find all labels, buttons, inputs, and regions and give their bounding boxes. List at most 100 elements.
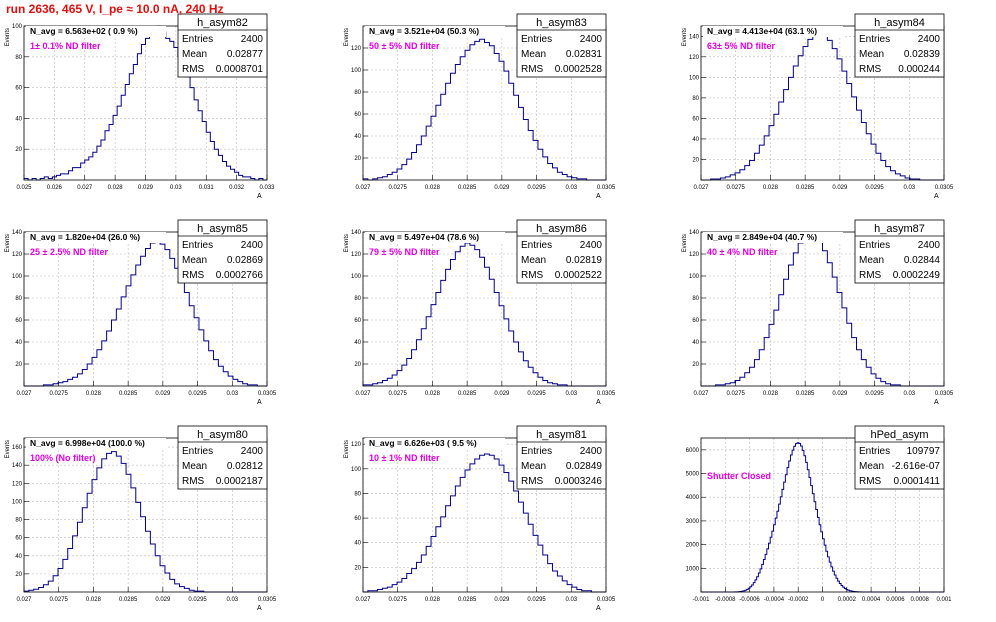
y-tick-label: 100 <box>351 68 362 74</box>
x-tick-label: 0.0305 <box>935 185 954 191</box>
y-tick-label: 120 <box>12 481 23 487</box>
y-tick-label: 20 <box>354 362 361 368</box>
y-tick-label: 40 <box>15 116 22 122</box>
y-tick-label: 60 <box>354 516 361 522</box>
y-tick-label: 80 <box>15 55 22 61</box>
x-tick-label: -0.0004 <box>764 597 785 603</box>
y-tick-label: 140 <box>351 230 362 236</box>
stats-value: 0.0008701 <box>216 64 264 75</box>
x-axis-label: A <box>257 399 262 406</box>
y-tick-label: 20 <box>354 156 361 162</box>
filter-label: 50 ± 5% ND filter <box>369 41 440 51</box>
x-tick-label: 0.0305 <box>597 391 616 397</box>
x-tick-label: 0.0285 <box>458 391 477 397</box>
y-tick-label: 20 <box>354 565 361 571</box>
x-tick-label: 0.029 <box>832 391 848 397</box>
y-tick-label: 80 <box>692 96 699 102</box>
stats-value: 0.02877 <box>227 49 264 60</box>
stats-label: Mean <box>182 255 207 266</box>
panel-h_asym82: 0.025 0.026 0.027 0.028 0.029 0.03 0.031 0.032 0… <box>5 13 275 200</box>
filter-label: 40 ± 4% ND filter <box>707 247 778 257</box>
x-axis-label: A <box>257 193 262 200</box>
y-tick-label: 20 <box>692 362 699 368</box>
y-axis-label: Events <box>682 28 688 46</box>
stats-label: Mean <box>859 461 884 472</box>
panel-h_asym87: 0.027 0.0275 0.028 0.0285 0.029 0.0295 0.03 0.0… <box>682 219 954 406</box>
panel-h_asym83: 0.027 0.0275 0.028 0.0285 0.029 0.0295 0.03 0.0… <box>344 13 616 200</box>
stats-label: Mean <box>521 461 546 472</box>
histogram-line <box>362 38 606 181</box>
x-tick-label: 0.0275 <box>727 391 746 397</box>
y-tick-label: 120 <box>351 442 362 448</box>
y-axis-label: Events <box>682 234 688 252</box>
y-tick-label: 60 <box>692 116 699 122</box>
histogram-line <box>24 240 267 387</box>
y-tick-label: 100 <box>351 467 362 473</box>
filter-label: 25 ± 2.5% ND filter <box>30 247 108 257</box>
stats-label: Mean <box>521 49 546 60</box>
y-tick-label: 20 <box>15 147 22 153</box>
y-tick-label: 120 <box>689 55 700 61</box>
x-axis-label: A <box>934 399 939 406</box>
y-axis-label: Events <box>344 234 350 252</box>
navg-background <box>703 232 843 243</box>
stats-label: RMS <box>521 64 544 75</box>
y-tick-label: 60 <box>354 112 361 118</box>
stats-value: 0.0002766 <box>216 270 264 281</box>
navg-label: N_avg = 2.849e+04 (40.7 %) <box>707 232 817 242</box>
navg-label: N_avg = 6.998e+04 (100.0 %) <box>30 438 145 448</box>
stats-box <box>516 13 607 78</box>
x-tick-label: 0.0275 <box>389 185 408 191</box>
navg-label: N_avg = 5.497e+04 (78.6 %) <box>369 232 479 242</box>
x-tick-label: -0.0008 <box>715 597 736 603</box>
stats-value: 0.02831 <box>566 49 603 60</box>
stats-label: Entries <box>521 240 552 251</box>
stats-value: 0.02844 <box>904 255 941 266</box>
y-tick-label: 100 <box>689 75 700 81</box>
x-tick-label: 0.027 <box>693 391 709 397</box>
histogram-name: h_asym87 <box>874 223 925 235</box>
navg-background <box>26 232 166 243</box>
x-tick-label: 0.0305 <box>258 597 277 603</box>
x-tick-label: 0 <box>821 597 825 603</box>
stats-value: 0.0002249 <box>893 270 941 281</box>
stats-value: 2400 <box>918 240 941 251</box>
x-tick-label: 0.0305 <box>597 185 616 191</box>
x-tick-label: 0.03 <box>565 185 577 191</box>
y-tick-label: 80 <box>15 518 22 524</box>
navg-label: N_avg = 6.563e+02 ( 0.9 %) <box>30 26 138 36</box>
x-tick-label: 0.0295 <box>188 391 207 397</box>
stats-label: Entries <box>182 240 213 251</box>
x-tick-label: 0.0305 <box>597 597 616 603</box>
x-tick-label: 0.0295 <box>527 185 546 191</box>
y-tick-label: 4000 <box>686 495 700 501</box>
stats-value: 0.0003246 <box>555 476 603 487</box>
x-tick-label: 0.0285 <box>458 185 477 191</box>
x-axis-label: A <box>596 399 601 406</box>
stats-value: 2400 <box>241 240 264 251</box>
x-tick-label: 0.029 <box>494 391 510 397</box>
stats-label: RMS <box>521 270 544 281</box>
navg-background <box>365 26 505 37</box>
navg-background <box>703 26 843 37</box>
y-tick-label: 100 <box>351 274 362 280</box>
x-tick-label: 0.029 <box>155 391 171 397</box>
x-tick-label: 0.0275 <box>50 597 69 603</box>
stats-value: 2400 <box>241 446 264 457</box>
x-tick-label: 0.032 <box>229 185 245 191</box>
stats-value: 2400 <box>241 34 264 45</box>
y-axis-label: Events <box>5 28 11 46</box>
stats-box <box>177 13 268 78</box>
stats-label: RMS <box>182 64 205 75</box>
stats-value: 0.02819 <box>566 255 603 266</box>
x-tick-label: 0.029 <box>155 597 171 603</box>
stats-value: 0.02849 <box>566 461 603 472</box>
stats-value: 109797 <box>907 446 941 457</box>
x-tick-label: 0.0275 <box>727 185 746 191</box>
y-tick-label: 6000 <box>686 448 700 454</box>
stats-label: Mean <box>859 49 884 60</box>
x-tick-label: 0.0285 <box>119 391 138 397</box>
x-tick-label: 0.0295 <box>527 597 546 603</box>
y-tick-label: 60 <box>15 536 22 542</box>
